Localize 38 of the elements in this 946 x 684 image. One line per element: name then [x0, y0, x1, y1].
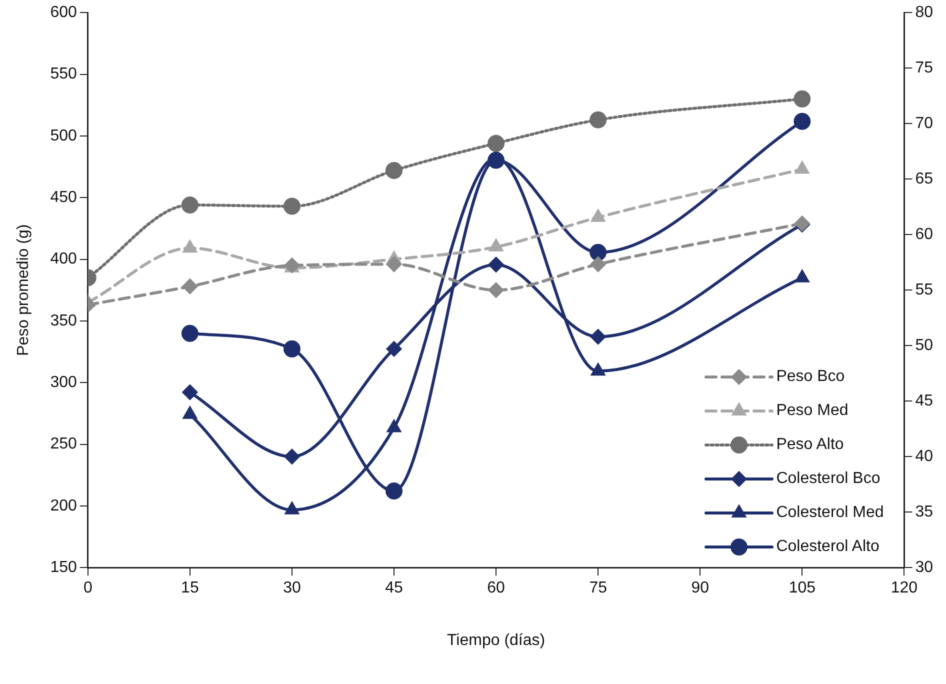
y-tick-label: 500 — [50, 127, 77, 144]
y-tick-label: 250 — [50, 436, 77, 453]
x-tick-label: 0 — [83, 580, 92, 597]
y2-tick-label: 80 — [915, 4, 934, 22]
x-tick-label: 45 — [385, 580, 404, 597]
y2-tick-label: 65 — [915, 170, 934, 188]
x-tick-label: 30 — [283, 580, 301, 597]
y-tick-label: 150 — [50, 559, 77, 576]
legend-label: Colesterol Bco — [776, 470, 880, 488]
legend-label: Peso Alto — [776, 436, 844, 454]
y2-tick-label: 45 — [915, 392, 934, 410]
y2-tick-label: 35 — [915, 504, 934, 521]
y-tick-label: 300 — [50, 374, 77, 392]
y2-tick-label: 60 — [915, 226, 934, 244]
x-tick-label: 60 — [487, 580, 506, 597]
y-tick-label: 450 — [50, 189, 77, 206]
x-tick-label: 90 — [691, 580, 710, 597]
legend-label: Colesterol Med — [776, 504, 884, 522]
x-tick-label: 105 — [788, 580, 816, 597]
legend-label: Colesterol Alto — [776, 538, 880, 556]
y2-tick-label: 55 — [915, 282, 934, 299]
legend-label: Peso Bco — [776, 368, 845, 386]
y-tick-label: 550 — [50, 66, 77, 83]
y2-tick-label: 50 — [915, 337, 934, 354]
y2-tick-label: 70 — [915, 115, 934, 132]
y-tick-label: 600 — [50, 4, 77, 22]
x-axis-title: Tiempo (días) — [446, 632, 546, 649]
y-axis-title: Peso promedio (g) — [15, 224, 32, 356]
y2-tick-label: 30 — [915, 559, 934, 576]
y-tick-label: 350 — [50, 312, 77, 330]
x-tick-label: 120 — [890, 580, 918, 597]
y-tick-label: 400 — [50, 250, 77, 268]
y2-tick-label: 40 — [915, 448, 934, 466]
legend-label: Peso Med — [776, 402, 848, 420]
y2-tick-label: 75 — [915, 60, 934, 77]
x-tick-label: 15 — [181, 580, 199, 597]
x-tick-label: 75 — [589, 580, 608, 597]
y-tick-label: 200 — [50, 497, 77, 514]
